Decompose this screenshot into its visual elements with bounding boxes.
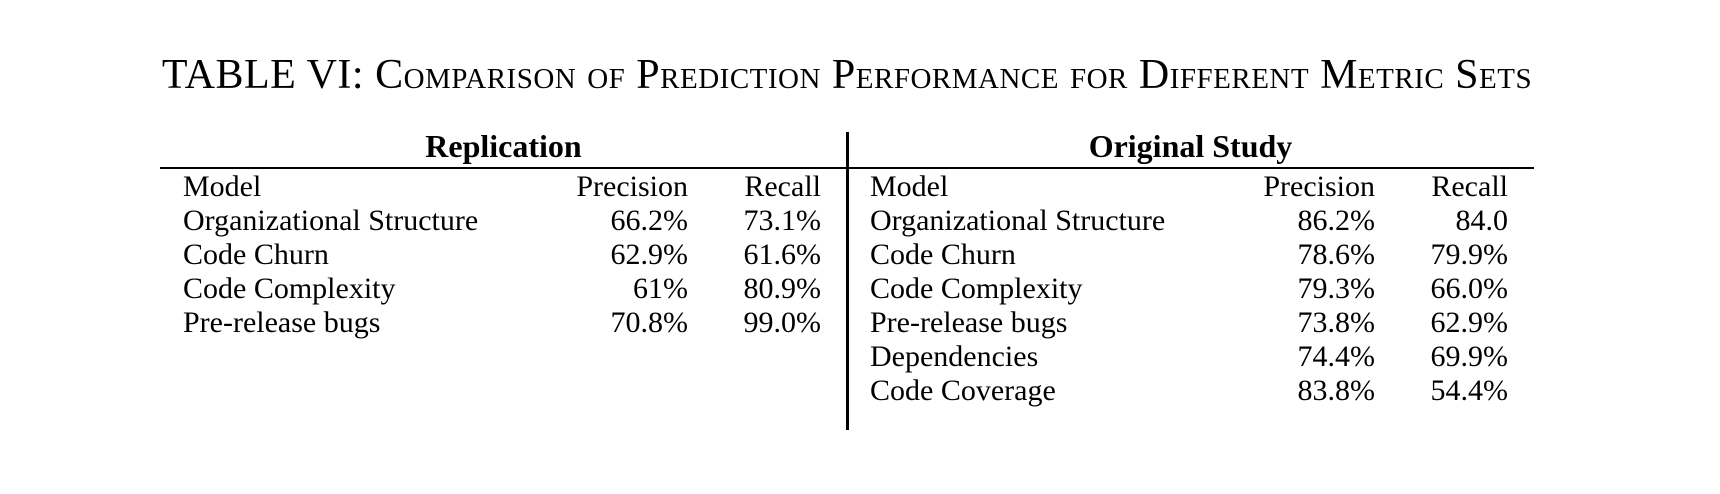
table-row: Code Coverage 83.8% 54.4%	[847, 374, 1534, 408]
recall-cell: 69.9%	[1430, 340, 1509, 373]
table-row: Organizational Structure 66.2% 73.1%	[160, 204, 847, 238]
table-row: Pre-release bugs 73.8% 62.9%	[847, 306, 1534, 340]
paper-table-page: TABLE VI: Comparison of Prediction Perfo…	[0, 50, 1720, 494]
comparison-table: Replication Model Precision Recall Organ…	[160, 120, 1534, 430]
recall-cell: 80.9%	[743, 272, 822, 305]
model-cell: Organizational Structure	[183, 204, 479, 237]
precision-cell: 70.8%	[610, 306, 689, 339]
model-cell: Pre-release bugs	[870, 306, 1068, 339]
recall-cell: 73.1%	[743, 204, 822, 237]
model-cell: Pre-release bugs	[183, 306, 381, 339]
table-row: Organizational Structure 86.2% 84.0	[847, 204, 1534, 238]
model-cell: Code Churn	[183, 238, 329, 271]
table-row: Dependencies 74.4% 69.9%	[847, 340, 1534, 374]
column-header-row: Model Precision Recall	[160, 170, 847, 204]
precision-cell: 79.3%	[1297, 272, 1376, 305]
model-cell: Organizational Structure	[870, 204, 1166, 237]
table-row: Code Complexity 61% 80.9%	[160, 272, 847, 306]
precision-column-header: Precision	[1263, 170, 1375, 203]
model-column-header: Model	[183, 170, 262, 203]
replication-table: Replication Model Precision Recall Organ…	[160, 120, 847, 430]
table-column-divider	[846, 132, 849, 430]
precision-cell: 61%	[633, 272, 688, 305]
replication-header: Replication	[425, 128, 582, 164]
model-cell: Code Complexity	[183, 272, 396, 305]
model-cell: Code Coverage	[870, 374, 1056, 407]
model-cell: Code Complexity	[870, 272, 1083, 305]
original-study-table: Original Study Model Precision Recall Or…	[847, 120, 1534, 430]
table-row: Code Churn 78.6% 79.9%	[847, 238, 1534, 272]
precision-cell: 83.8%	[1297, 374, 1376, 407]
recall-cell: 66.0%	[1430, 272, 1509, 305]
recall-cell: 54.4%	[1430, 374, 1509, 407]
recall-cell: 99.0%	[743, 306, 822, 339]
recall-column-header: Recall	[744, 170, 821, 203]
precision-cell: 74.4%	[1297, 340, 1376, 373]
recall-cell: 84.0	[1455, 204, 1509, 237]
table-caption: TABLE VI: Comparison of Prediction Perfo…	[161, 52, 1533, 98]
replication-rows: Model Precision Recall Organizational St…	[160, 167, 847, 340]
precision-cell: 86.2%	[1297, 204, 1376, 237]
precision-cell: 62.9%	[610, 238, 689, 271]
column-header-row: Model Precision Recall	[847, 170, 1534, 204]
precision-column-header: Precision	[576, 170, 688, 203]
model-column-header: Model	[870, 170, 949, 203]
table-row: Code Complexity 79.3% 66.0%	[847, 272, 1534, 306]
precision-cell: 78.6%	[1297, 238, 1376, 271]
precision-cell: 73.8%	[1297, 306, 1376, 339]
table-row: Pre-release bugs 70.8% 99.0%	[160, 306, 847, 340]
model-cell: Dependencies	[870, 340, 1039, 373]
table-row: Code Churn 62.9% 61.6%	[160, 238, 847, 272]
recall-cell: 62.9%	[1430, 306, 1509, 339]
recall-column-header: Recall	[1431, 170, 1508, 203]
model-cell: Code Churn	[870, 238, 1016, 271]
recall-cell: 79.9%	[1430, 238, 1509, 271]
original-study-header: Original Study	[1088, 128, 1293, 164]
recall-cell: 61.6%	[743, 238, 822, 271]
precision-cell: 66.2%	[610, 204, 689, 237]
original-study-rows: Model Precision Recall Organizational St…	[847, 167, 1534, 408]
